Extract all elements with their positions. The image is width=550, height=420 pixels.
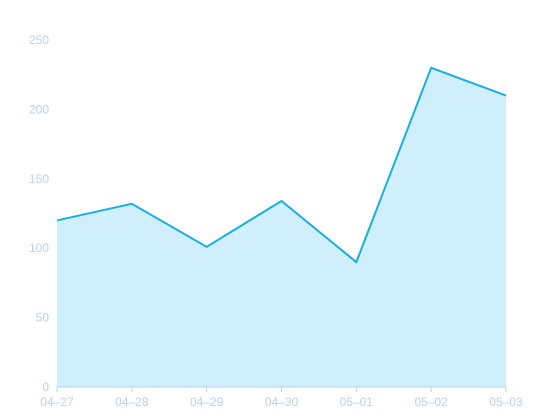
- x-tick-label: 04–28: [115, 395, 149, 409]
- x-axis-ticks: 04–27 04–28 04–29 04–30 05–01 05–02 05–03: [40, 395, 523, 409]
- y-tick-label: 0: [42, 380, 49, 394]
- area-layer: [57, 67, 506, 387]
- y-tick-label: 150: [29, 172, 49, 186]
- y-tick-label: 200: [29, 102, 49, 116]
- y-tick-label: 50: [36, 311, 50, 325]
- line-layer: [56, 66, 507, 264]
- series-area: [57, 67, 506, 387]
- y-tick-label: 100: [29, 241, 49, 255]
- y-tick-label: 250: [29, 33, 49, 47]
- x-tick-label: 05–03: [489, 395, 523, 409]
- series-line: [56, 66, 507, 264]
- x-tick-label: 05–02: [414, 395, 448, 409]
- x-tick-label: 04–27: [40, 395, 74, 409]
- y-axis-ticks: 0 50 100 150 200 250: [29, 33, 49, 394]
- x-tick-label: 04–29: [190, 395, 224, 409]
- x-tick-label: 05–01: [340, 395, 374, 409]
- x-tick-label: 04–30: [265, 395, 299, 409]
- x-axis: [56, 386, 507, 392]
